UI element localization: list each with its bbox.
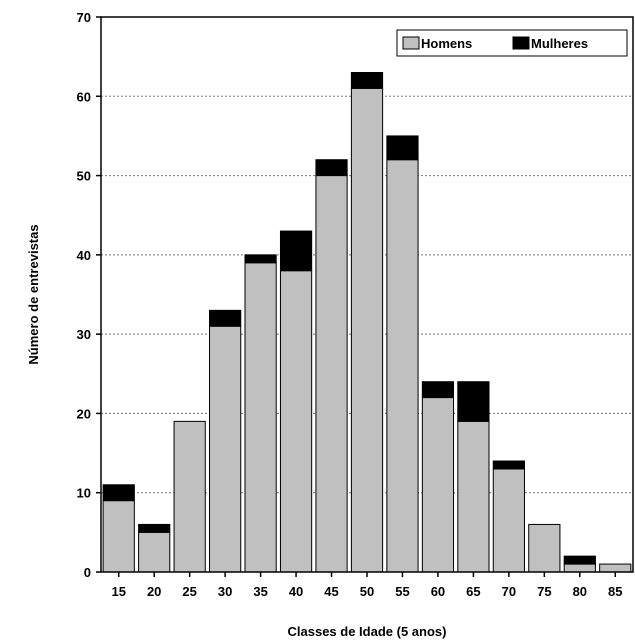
y-tick-label: 40: [77, 248, 91, 263]
bar-homens-45: [315, 175, 348, 573]
bar-mulheres-20: [138, 523, 171, 533]
y-tick-label: 10: [77, 486, 91, 501]
bars: [102, 72, 632, 573]
bar-homens-75: [528, 523, 561, 573]
bar-mulheres-45: [315, 159, 348, 177]
bar-mulheres-40: [279, 230, 313, 272]
x-tick-label: 20: [147, 584, 161, 599]
x-tick-label: 75: [537, 584, 551, 599]
x-tick-label: 45: [324, 584, 338, 599]
bar-homens-85: [599, 563, 632, 573]
y-tick-label: 0: [84, 565, 91, 580]
legend-label-homens: Homens: [421, 36, 472, 51]
bar-mulheres-60: [421, 381, 455, 399]
x-tick-label: 25: [182, 584, 196, 599]
bar-mulheres-70: [492, 460, 525, 470]
x-axis-ticks: 15 20 25 30 35 40 45 50 55 60 65 70 75 80 85: [111, 572, 623, 599]
y-tick-label: 50: [77, 169, 91, 184]
legend-swatch-mulheres: [512, 36, 530, 50]
bar-homens-55: [386, 159, 419, 573]
bar-mulheres-50: [350, 72, 384, 89]
bar-homens-40: [279, 270, 313, 573]
x-tick-label: 50: [360, 584, 374, 599]
bar-homens-20: [138, 531, 171, 573]
x-axis-title: Classes de Idade (5 anos): [288, 624, 447, 639]
x-tick-label: 35: [253, 584, 267, 599]
x-tick-label: 80: [573, 584, 587, 599]
bar-mulheres-30: [209, 309, 242, 327]
y-tick-label: 20: [77, 406, 91, 421]
bar-homens-35: [244, 262, 277, 573]
bar-homens-65: [457, 420, 490, 573]
bar-homens-50: [350, 87, 384, 573]
bar-mulheres-80: [563, 555, 596, 565]
legend-swatch-homens: [402, 36, 420, 50]
legend: Homens Mulheres: [396, 29, 628, 57]
bar-homens-60: [421, 397, 455, 573]
bar-homens-15: [102, 500, 135, 573]
bar-homens-80: [563, 563, 596, 573]
bar-mulheres-15: [102, 484, 135, 502]
x-tick-label: 85: [608, 584, 622, 599]
y-axis-title: Número de entrevistas: [26, 224, 41, 364]
x-tick-label: 30: [218, 584, 232, 599]
x-tick-label: 40: [289, 584, 303, 599]
bar-homens-25: [173, 420, 206, 573]
x-tick-label: 70: [502, 584, 516, 599]
legend-box: [396, 29, 628, 57]
legend-label-mulheres: Mulheres: [531, 36, 588, 51]
y-tick-label: 60: [77, 89, 91, 104]
x-tick-label: 55: [395, 584, 409, 599]
bar-mulheres-55: [386, 135, 419, 161]
x-tick-label: 65: [466, 584, 480, 599]
bar-mulheres-65: [457, 381, 490, 422]
y-axis-ticks: 0 10 20 30 40 50 60 70: [77, 10, 101, 580]
x-tick-label: 15: [111, 584, 125, 599]
y-tick-label: 70: [77, 10, 91, 25]
x-tick-label: 60: [431, 584, 445, 599]
y-tick-label: 30: [77, 327, 91, 342]
bar-homens-30: [209, 325, 242, 573]
bar-mulheres-35: [244, 254, 277, 264]
bar-homens-70: [492, 468, 525, 573]
